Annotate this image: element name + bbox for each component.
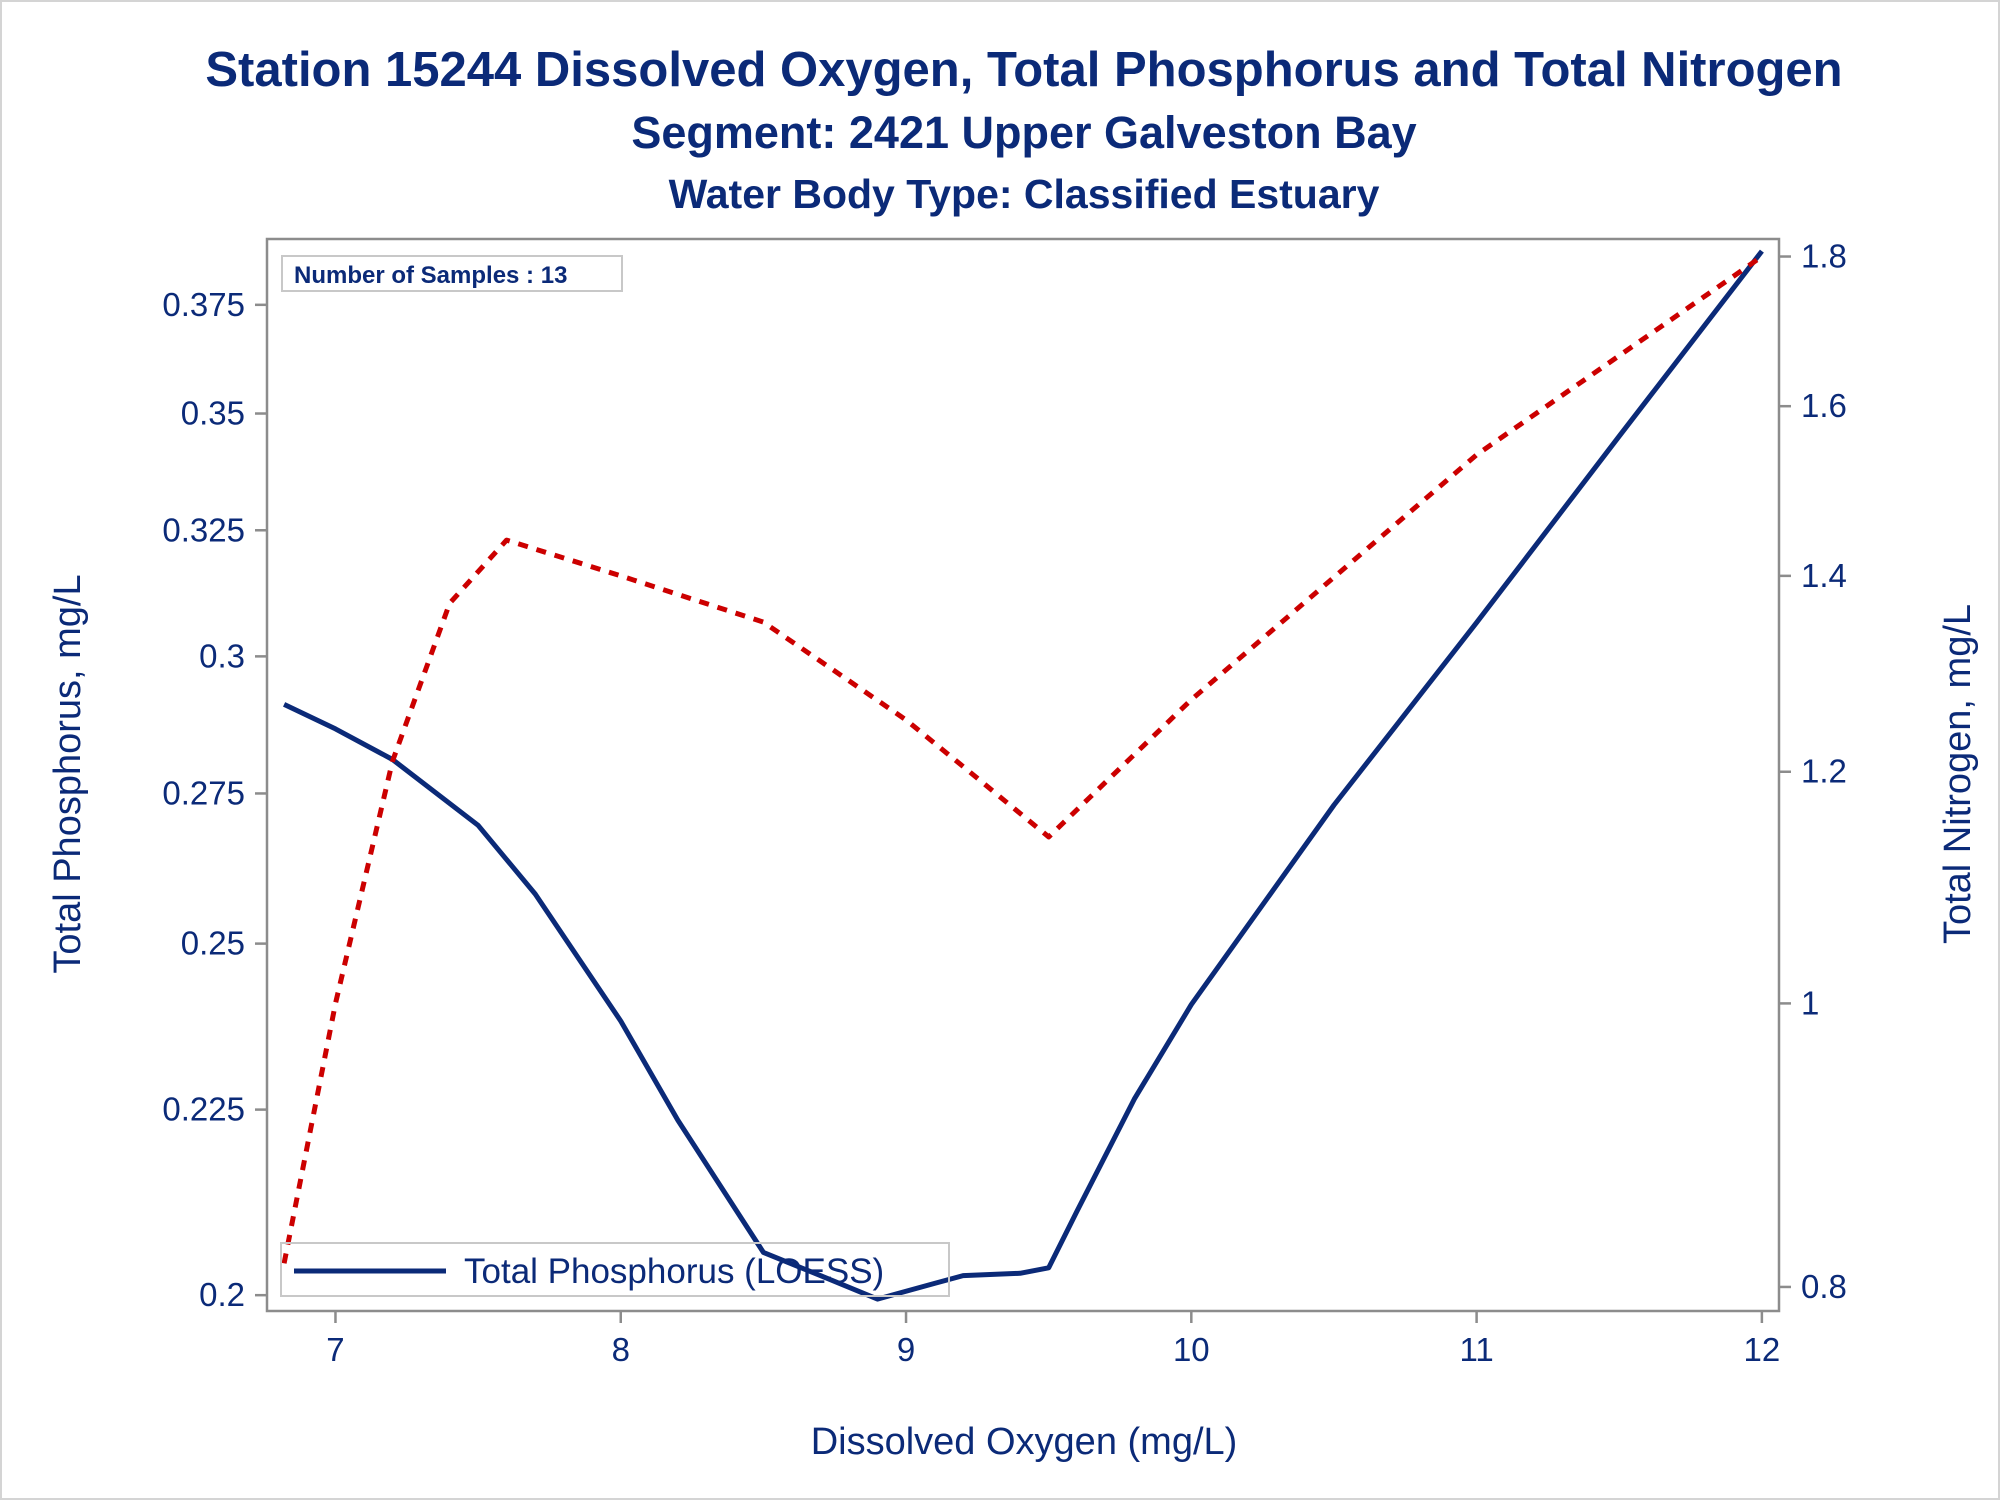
chart-title: Station 15244 Dissolved Oxygen, Total Ph…: [205, 43, 1842, 97]
x-tick-label: 10: [1173, 1331, 1210, 1368]
y-left-tick-label: 0.25: [181, 925, 245, 962]
plot-area: [265, 237, 1781, 1313]
legend-box: [280, 1242, 950, 1297]
y-right-tick-label: 1.4: [1801, 557, 1847, 594]
chart-subtitle-2: Water Body Type: Classified Estuary: [669, 171, 1380, 217]
phosphorus-series-line: [283, 249, 1764, 1302]
y-right-tick-label: 0.8: [1801, 1268, 1847, 1305]
nitrogen-series-line: [281, 254, 1764, 1264]
x-tick-label: 12: [1744, 1331, 1781, 1368]
y-left-tick-label: 0.35: [181, 395, 245, 432]
x-axis-label: Dissolved Oxygen (mg/L): [811, 1421, 1238, 1463]
y-right-tick-label: 1.2: [1801, 753, 1847, 790]
legend-label-phosphorus: Total Phosphorus (LOESS): [464, 1252, 884, 1291]
y-left-tick-label: 0.3: [199, 637, 245, 674]
sample-count-text: Number of Samples : 13: [294, 262, 567, 289]
series-layer: [281, 249, 1764, 1302]
y-right-tick-label: 1: [1801, 984, 1819, 1021]
y-left-tick-label: 0.375: [162, 286, 245, 323]
legend: Total Phosphorus (LOESS): [280, 1242, 950, 1297]
x-tick-label: 9: [897, 1331, 915, 1368]
x-tick-label: 8: [612, 1331, 630, 1368]
y-left-tick-label: 0.275: [162, 774, 245, 811]
y-axis-left: 0.2 0.225 0.25 0.275 0.3 0.325 0.35 0.375: [162, 286, 267, 1313]
y-right-tick-label: 1.6: [1801, 387, 1847, 424]
x-tick-label: 11: [1459, 1331, 1493, 1368]
x-axis: 7 8 9 10 11 12: [326, 1311, 1780, 1368]
sample-count-annotation: Number of Samples : 13: [281, 255, 623, 292]
y-left-tick-label: 0.225: [162, 1091, 245, 1128]
y-left-tick-label: 0.325: [162, 511, 245, 548]
y-axis-right: 0.8 1 1.2 1.4 1.6 1.8: [1779, 238, 1847, 1305]
y-left-tick-label: 0.2: [199, 1276, 245, 1313]
y-axis-right-label: Total Nitrogen, mg/L: [1937, 604, 1979, 944]
chart-subtitle: Segment: 2421 Upper Galveston Bay: [631, 107, 1416, 158]
y-axis-left-label: Total Phosphorus, mg/L: [47, 574, 89, 973]
y-right-tick-label: 1.8: [1801, 238, 1847, 275]
x-tick-label: 7: [326, 1331, 344, 1368]
